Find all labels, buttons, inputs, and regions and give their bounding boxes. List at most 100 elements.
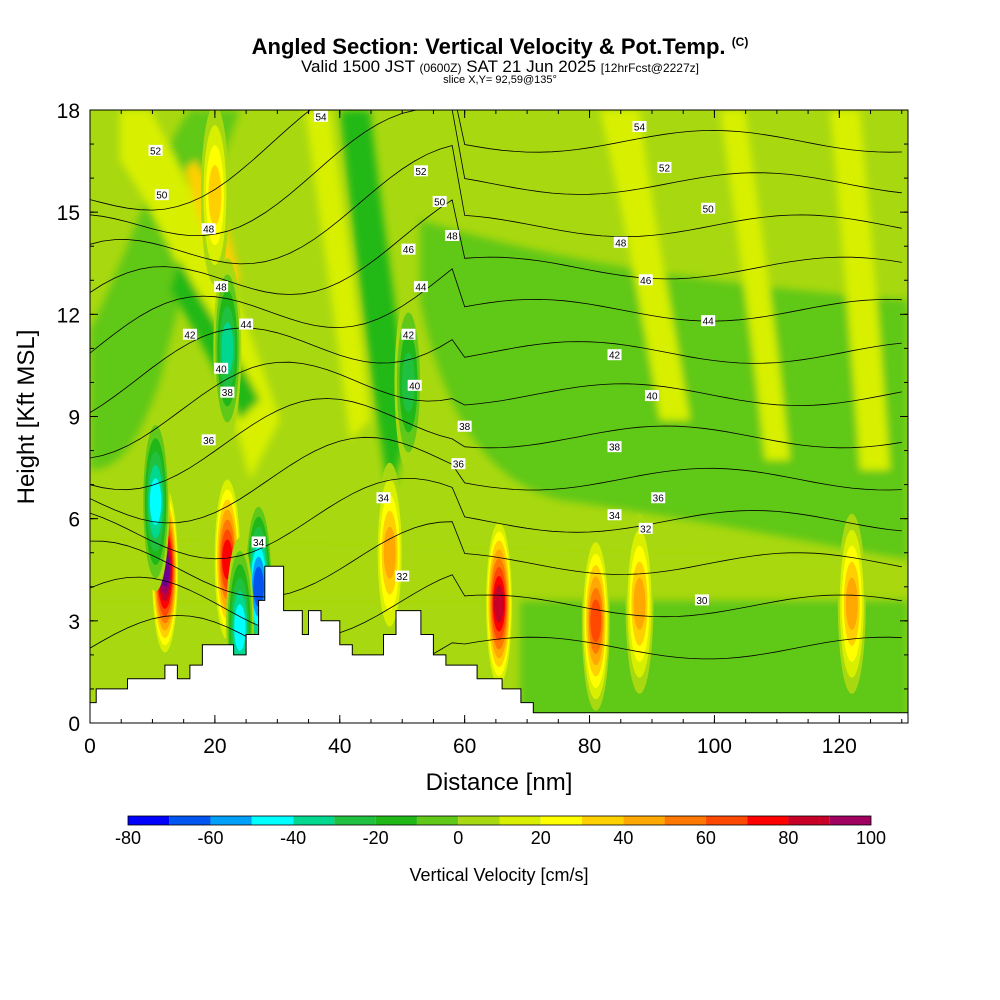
contour-label-bg — [607, 509, 622, 521]
field-band — [305, 110, 370, 440]
slice-info: slice X,Y= 92,59@135° — [443, 74, 557, 86]
isentrope-36 — [90, 478, 902, 560]
colorbar-swatch — [293, 816, 335, 825]
contour-label-bg — [154, 189, 169, 201]
contour-label: 30 — [694, 594, 709, 607]
contour-label-text: 50 — [156, 191, 168, 202]
chart-title: Angled Section: Vertical Velocity & Pot.… — [0, 36, 1000, 58]
contour-label: 32 — [395, 570, 410, 583]
contour-label: 38 — [457, 420, 472, 433]
contour-label-bg — [432, 195, 447, 207]
colorbar-label: 80 — [778, 828, 798, 848]
contour-labels: 54 54 52 52 52 50 50 50 48 48 48 48 46 46 44 44 44 42 42 42… — [148, 110, 716, 607]
contour-label: 50 — [154, 189, 169, 202]
contour-label-bg — [401, 243, 416, 255]
colorbar-swatch — [375, 816, 417, 825]
contour-label: 42 — [401, 328, 416, 341]
contour-label-text: 54 — [634, 123, 646, 134]
x-tick-label: 80 — [578, 735, 601, 758]
contour-label: 50 — [701, 202, 716, 215]
contour-label-bg — [701, 315, 716, 327]
y-tick-label: 9 — [68, 407, 80, 430]
contour-label-text: 38 — [222, 388, 234, 399]
velocity-cell — [837, 513, 866, 694]
colorbar-label: -60 — [198, 828, 224, 848]
contour-label-text: 42 — [184, 330, 196, 341]
velocity-contour — [633, 577, 646, 630]
field-band — [830, 110, 890, 470]
chart-subtitle: Valid 1500 JST (0600Z) SAT 21 Jun 2025 [… — [0, 58, 1000, 75]
contour-label-text: 32 — [397, 572, 409, 583]
colorbar-label: 20 — [531, 828, 551, 848]
contour-label: 32 — [638, 522, 653, 535]
isentrope-44 — [90, 327, 902, 413]
contour-label-text: 40 — [409, 381, 421, 392]
x-tick-label: 40 — [328, 735, 351, 758]
field-band — [600, 110, 690, 420]
contour-label: 48 — [201, 223, 216, 236]
isentrope-30 — [90, 614, 902, 682]
contour-label-bg — [607, 441, 622, 453]
contour-label-text: 38 — [609, 443, 621, 454]
contour-label-text: 46 — [640, 276, 652, 287]
contour-label-text: 46 — [403, 245, 415, 256]
contour-label-bg — [395, 570, 410, 582]
colorbar-swatch — [540, 816, 583, 825]
contour-label-text: 38 — [459, 422, 471, 433]
valid-utc: (0600Z) — [419, 61, 462, 75]
field-band — [520, 600, 908, 723]
contour-label-text: 40 — [216, 364, 228, 375]
contour-label: 52 — [413, 165, 428, 178]
contour-label-bg — [413, 281, 428, 293]
contour-label: 54 — [314, 110, 329, 123]
contour-label-bg — [694, 594, 709, 606]
velocity-contour — [208, 165, 222, 226]
y-tick-label: 12 — [57, 304, 80, 327]
plot-area: 54 54 52 52 52 50 50 50 48 48 48 48 46 46 44 44 44 42 42 42… — [90, 110, 908, 723]
contour-label-bg — [376, 492, 391, 504]
chart-title-text: Angled Section: Vertical Velocity & Pot.… — [251, 34, 726, 59]
colorbar-swatch — [334, 816, 376, 825]
contour-label-bg — [445, 230, 460, 242]
contour-label-bg — [201, 223, 216, 235]
colorbar-swatch — [747, 816, 789, 825]
colorbar-swatch — [788, 816, 830, 825]
isentrope-42 — [90, 361, 902, 459]
forecast-info: [12hrFcst@2227z] — [600, 61, 699, 75]
contour-label-text: 34 — [253, 538, 265, 549]
contour-label-text: 42 — [609, 351, 621, 362]
contour-label-text: 54 — [315, 112, 327, 123]
contour-label-text: 50 — [703, 204, 715, 215]
contour-label-text: 30 — [696, 596, 708, 607]
x-tick-label: 20 — [203, 735, 226, 758]
contour-label: 52 — [657, 161, 672, 174]
contour-label: 38 — [220, 386, 235, 399]
x-tick-label: 100 — [697, 735, 732, 758]
colorbar-label: 0 — [453, 828, 463, 848]
isentrope-lines — [90, 110, 902, 682]
contour-label: 48 — [214, 281, 229, 294]
contour-label: 40 — [407, 379, 422, 392]
contour-label: 40 — [214, 362, 229, 375]
isentrope-32 — [90, 574, 902, 638]
x-axis-title: Distance [nm] — [426, 769, 573, 796]
contour-label-bg — [182, 328, 197, 340]
contour-label: 54 — [632, 121, 647, 134]
isentrope-54 — [90, 110, 902, 211]
colorbar: -80 -60 -40 -20 0 20 40 60 80 100 — [115, 815, 886, 848]
contour-label: 36 — [451, 458, 466, 471]
colorbar-label: -20 — [363, 828, 389, 848]
colorbar-label: 40 — [613, 828, 633, 848]
colorbar-label: 100 — [856, 828, 886, 848]
contour-label-text: 42 — [403, 330, 415, 341]
x-tick-label: 60 — [453, 735, 476, 758]
velocity-contour — [234, 604, 246, 651]
contour-label-bg — [638, 274, 653, 286]
contour-label-bg — [214, 362, 229, 374]
contour-label-text: 36 — [453, 460, 465, 471]
contour-label-bg — [407, 379, 422, 391]
contour-label-text: 48 — [216, 283, 228, 294]
contour-label-bg — [148, 144, 163, 156]
colorbar-swatch — [251, 816, 294, 825]
